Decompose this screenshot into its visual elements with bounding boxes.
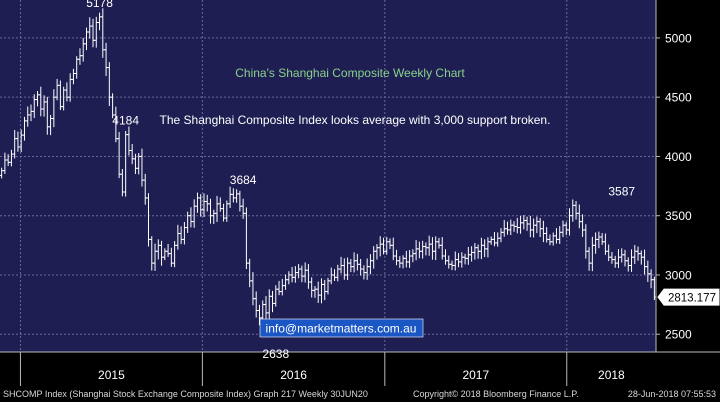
peak-labels: 5178 4184 3684 2638 3587 — [86, 0, 635, 361]
y-tick-label: 3000 — [665, 268, 692, 282]
footer-source: SHCOMP Index (Shanghai Stock Exchange Co… — [3, 389, 368, 399]
y-tick-label: 4000 — [665, 150, 692, 164]
x-axis: 2015 2016 2017 2018 — [19, 352, 625, 386]
footer-bar: SHCOMP Index (Shanghai Stock Exchange Co… — [0, 386, 720, 402]
x-tick-label: 2016 — [280, 368, 307, 382]
price-bars — [0, 8, 657, 326]
contact-link[interactable]: info@marketmatters.com.au — [266, 322, 417, 336]
peak-label: 3684 — [230, 173, 257, 187]
chart-subtitle: The Shanghai Composite Index looks avera… — [160, 113, 551, 127]
chart-title: China's Shanghai Composite Weekly Chart — [235, 66, 465, 80]
peak-label: 2638 — [262, 347, 289, 361]
plot-area — [0, 0, 656, 352]
x-tick-label: 2017 — [462, 368, 489, 382]
peak-label: 5178 — [86, 0, 113, 10]
y-tick-label: 3500 — [665, 209, 692, 223]
peak-label: 4184 — [112, 114, 139, 128]
contact-link-bg — [259, 318, 424, 338]
y-tick-label: 4500 — [665, 91, 692, 105]
y-axis: 2500 3000 3500 4000 4500 5000 — [656, 31, 692, 342]
footer-timestamp: 28-Jun-2018 07:55:53 — [627, 389, 716, 399]
y-tick-label: 2500 — [665, 328, 692, 342]
grid-lines — [0, 0, 656, 352]
x-tick-label: 2015 — [98, 368, 125, 382]
last-price-marker: 2813.177 — [657, 288, 720, 306]
y-tick-label: 5000 — [665, 31, 692, 45]
peak-label: 3587 — [608, 184, 635, 198]
x-tick-label: 2018 — [598, 368, 625, 382]
last-price-label: 2813.177 — [668, 293, 716, 305]
footer-copyright: Copyright© 2018 Bloomberg Finance L.P. — [413, 389, 579, 399]
